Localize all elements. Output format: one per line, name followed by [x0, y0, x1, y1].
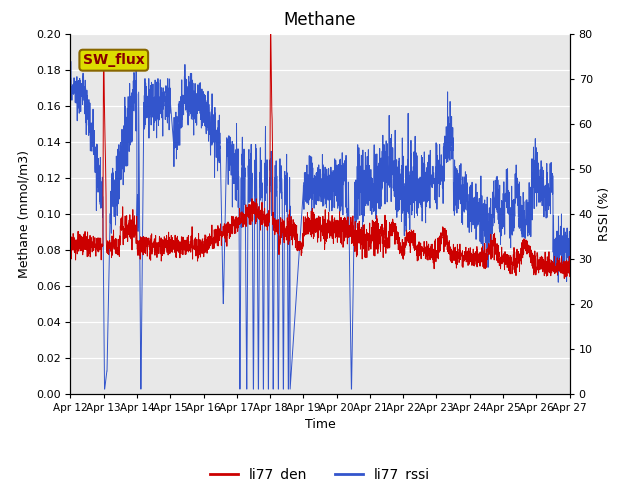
Y-axis label: Methane (mmol/m3): Methane (mmol/m3) [17, 150, 30, 277]
Title: Methane: Methane [284, 11, 356, 29]
Legend: li77_den, li77_rssi: li77_den, li77_rssi [204, 462, 436, 480]
Y-axis label: RSSI (%): RSSI (%) [598, 187, 611, 240]
Text: SW_flux: SW_flux [83, 53, 145, 67]
X-axis label: Time: Time [305, 418, 335, 431]
